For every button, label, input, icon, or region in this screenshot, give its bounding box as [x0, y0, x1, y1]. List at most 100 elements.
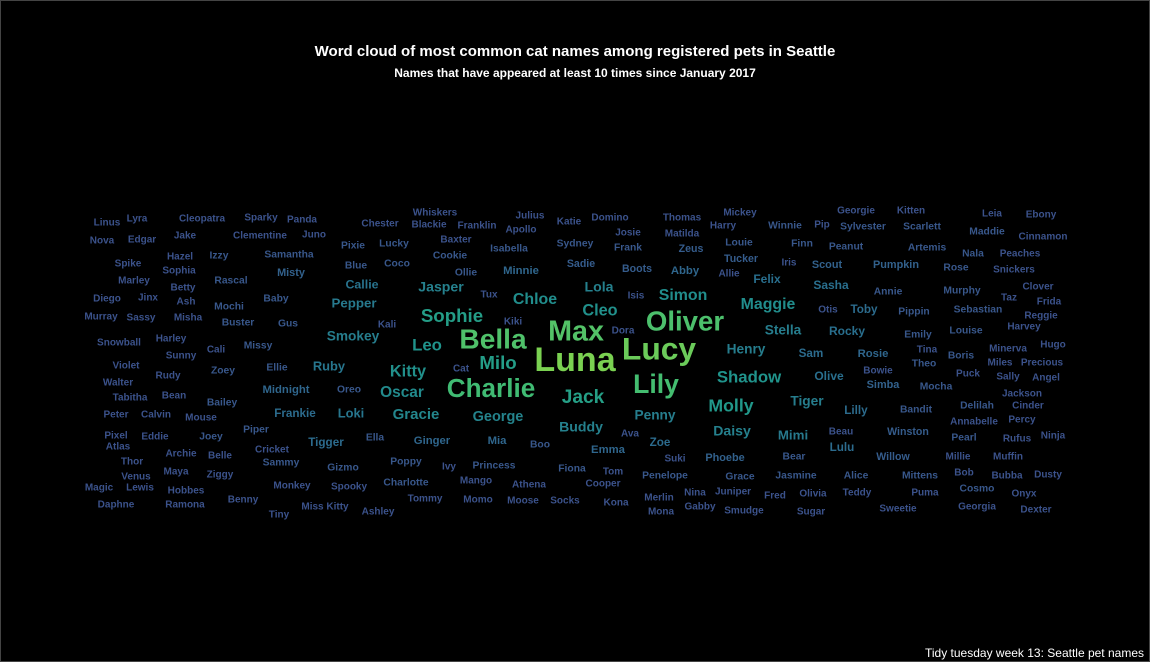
- word-momo: Momo: [463, 495, 492, 506]
- word-betty: Betty: [170, 283, 195, 294]
- word-sylvester: Sylvester: [840, 222, 886, 233]
- word-juno: Juno: [302, 230, 326, 241]
- word-boots: Boots: [622, 263, 652, 275]
- word-frank: Frank: [614, 243, 642, 254]
- word-zoey: Zoey: [211, 366, 235, 377]
- word-walter: Walter: [103, 378, 133, 389]
- word-isis: Isis: [628, 291, 645, 302]
- word-leia: Leia: [982, 209, 1002, 220]
- word-tux: Tux: [480, 290, 497, 301]
- word-henry: Henry: [727, 342, 766, 357]
- word-hazel: Hazel: [167, 252, 193, 263]
- word-emma: Emma: [591, 444, 626, 456]
- word-luna: Luna: [534, 341, 616, 379]
- word-misty: Misty: [277, 267, 305, 279]
- word-lewis: Lewis: [126, 483, 154, 494]
- word-tucker: Tucker: [724, 253, 758, 265]
- word-pixel: Pixel: [104, 431, 128, 442]
- word-taz: Taz: [1001, 293, 1017, 304]
- word-milo: Milo: [479, 352, 516, 373]
- word-sassy: Sassy: [127, 313, 156, 324]
- word-tiny: Tiny: [269, 510, 290, 521]
- word-kiki: Kiki: [504, 317, 523, 328]
- word-precious: Precious: [1021, 358, 1064, 369]
- word-lucy: Lucy: [622, 330, 697, 366]
- word-bandit: Bandit: [900, 405, 933, 416]
- word-rosie: Rosie: [858, 348, 889, 360]
- word-apollo: Apollo: [505, 225, 536, 236]
- word-sam: Sam: [799, 347, 824, 360]
- word-boris: Boris: [948, 351, 975, 362]
- word-mittens: Mittens: [902, 471, 938, 482]
- word-jasmine: Jasmine: [775, 471, 816, 482]
- word-beau: Beau: [829, 427, 853, 438]
- word-venus: Venus: [121, 472, 151, 483]
- word-sunny: Sunny: [166, 351, 197, 362]
- word-mouse: Mouse: [185, 413, 217, 424]
- word-calvin: Calvin: [141, 410, 171, 421]
- word-cali: Cali: [207, 345, 226, 356]
- word-finn: Finn: [791, 239, 813, 250]
- word-charlie: Charlie: [447, 373, 535, 403]
- word-joey: Joey: [199, 432, 223, 443]
- word-mochi: Mochi: [214, 302, 244, 313]
- word-thor: Thor: [121, 457, 143, 468]
- word-cooper: Cooper: [586, 479, 621, 490]
- word-mango: Mango: [460, 476, 492, 487]
- word-felix: Felix: [753, 272, 781, 286]
- word-reggie: Reggie: [1024, 311, 1058, 322]
- word-nova: Nova: [90, 236, 115, 247]
- word-charlotte: Charlotte: [383, 478, 428, 489]
- word-violet: Violet: [112, 361, 140, 372]
- word-fiona: Fiona: [558, 464, 586, 475]
- word-penny: Penny: [634, 408, 675, 423]
- word-snowball: Snowball: [97, 338, 141, 349]
- word-stella: Stella: [765, 323, 802, 338]
- word-louie: Louie: [725, 238, 753, 249]
- word-jackson: Jackson: [1002, 389, 1042, 400]
- word-dexter: Dexter: [1020, 505, 1051, 516]
- word-eddie: Eddie: [141, 432, 169, 443]
- word-marley: Marley: [118, 276, 150, 287]
- word-dusty: Dusty: [1034, 470, 1062, 481]
- word-blackie: Blackie: [411, 220, 446, 231]
- word-misha: Misha: [174, 313, 203, 324]
- word-cosmo: Cosmo: [960, 484, 995, 495]
- word-ruby: Ruby: [313, 358, 346, 373]
- word-theo: Theo: [912, 359, 937, 370]
- word-annabelle: Annabelle: [950, 417, 998, 428]
- word-bob: Bob: [954, 468, 973, 479]
- word-puma: Puma: [911, 488, 939, 499]
- word-julius: Julius: [516, 211, 545, 222]
- word-lilly: Lilly: [844, 404, 868, 417]
- word-ginger: Ginger: [414, 435, 451, 447]
- word-millie: Millie: [945, 452, 970, 463]
- word-samantha: Samantha: [264, 250, 313, 261]
- word-rufus: Rufus: [1003, 434, 1032, 445]
- word-miss-kitty: Miss Kitty: [301, 502, 349, 513]
- word-chloe: Chloe: [513, 291, 557, 308]
- word-sadie: Sadie: [567, 258, 595, 270]
- word-ellie: Ellie: [266, 363, 287, 374]
- word-ziggy: Ziggy: [207, 470, 234, 481]
- word-iris: Iris: [781, 258, 796, 269]
- word-bailey: Bailey: [207, 398, 238, 409]
- word-whiskers: Whiskers: [413, 208, 458, 219]
- word-tommy: Tommy: [408, 494, 443, 505]
- word-ella: Ella: [366, 433, 385, 444]
- word-smokey: Smokey: [327, 329, 380, 344]
- word-zoe: Zoe: [650, 436, 671, 449]
- word-toby: Toby: [850, 303, 878, 316]
- word-jake: Jake: [174, 231, 197, 242]
- word-allie: Allie: [718, 269, 740, 280]
- word-artemis: Artemis: [908, 243, 947, 254]
- word-tina: Tina: [917, 345, 938, 356]
- word-oliver: Oliver: [646, 305, 724, 336]
- word-callie: Callie: [345, 277, 378, 291]
- word-lulu: Lulu: [830, 441, 855, 454]
- word-scarlett: Scarlett: [903, 222, 941, 233]
- word-alice: Alice: [844, 471, 869, 482]
- word-frida: Frida: [1037, 297, 1062, 308]
- word-maddie: Maddie: [969, 227, 1005, 238]
- word-sebastian: Sebastian: [954, 305, 1003, 316]
